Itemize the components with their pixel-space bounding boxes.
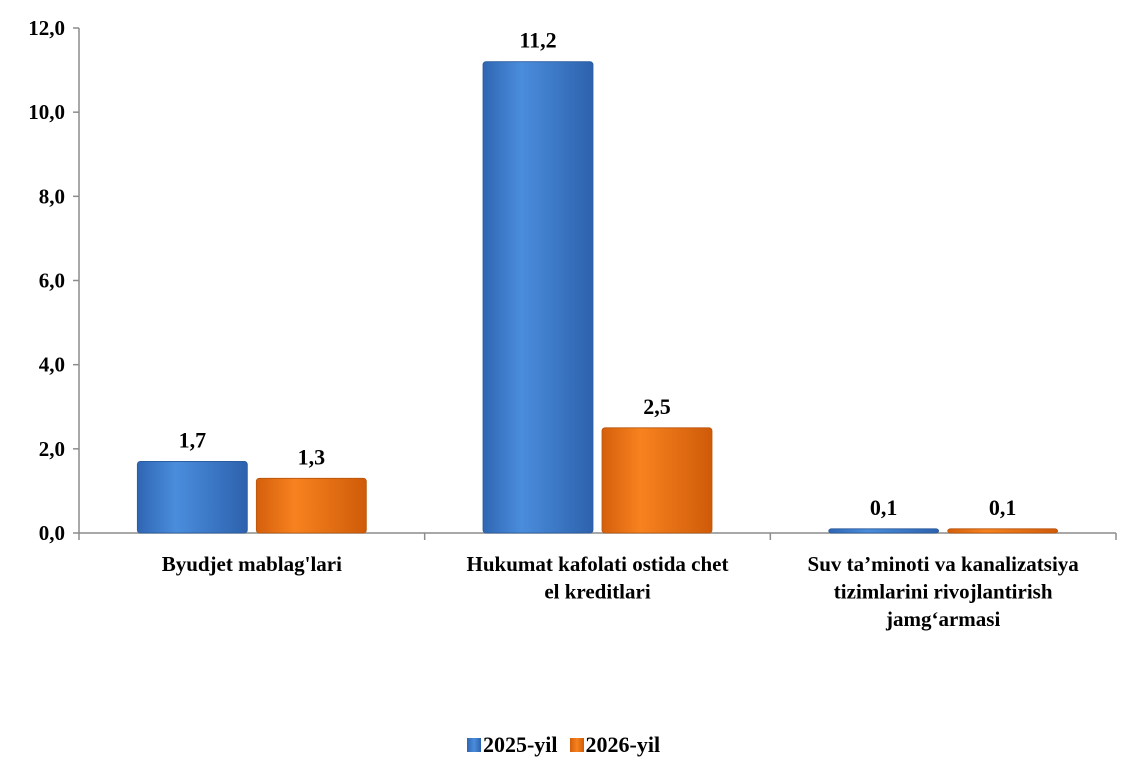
y-tick-label: 4,0	[39, 353, 65, 377]
legend-swatch-2025	[466, 738, 481, 752]
data-label: 0,1	[870, 495, 898, 520]
legend-item-2025: 2025-yil	[466, 732, 558, 758]
bar-2025-yil-3	[828, 528, 940, 534]
legend-label-2026: 2026-yil	[585, 732, 661, 757]
bars	[136, 61, 1059, 534]
data-label: 1,3	[298, 444, 326, 469]
y-tick-label: 12,0	[28, 16, 65, 40]
legend-swatch-2026	[569, 738, 584, 752]
legend-label-2025: 2025-yil	[482, 732, 558, 757]
y-tick-label: 0,0	[39, 521, 65, 545]
legend: 2025-yil 2026-yil	[0, 732, 1127, 758]
x-category-label: Byudjet mablag'lari	[162, 552, 342, 576]
y-tick-label: 6,0	[39, 269, 65, 293]
bar-2026-yil-3	[947, 528, 1059, 534]
axes: 0,0 2,0 4,0 6,0 8,0 10,0 12,0 Byudjet mablag'la…	[28, 16, 1117, 631]
bar-2026-yil-1	[255, 477, 367, 534]
x-category-label: Hukumat kafolati ostida chet el kreditlar…	[467, 552, 729, 604]
y-tick-label: 8,0	[39, 184, 65, 208]
x-category-label: Suv ta’minoti va kanalizatsiya tizimlarin…	[808, 552, 1080, 631]
data-label: 0,1	[989, 495, 1017, 520]
bar-2025-yil-2	[482, 61, 594, 534]
legend-item-2026: 2026-yil	[569, 732, 661, 758]
bar-2026-yil-2	[601, 427, 713, 534]
bar-2025-yil-1	[136, 461, 248, 534]
bar-chart: 0,0 2,0 4,0 6,0 8,0 10,0 12,0 Byudjet mablag'la…	[28, 16, 1117, 631]
data-label: 1,7	[179, 427, 207, 452]
labels: 1,7 11,2 0,1 1,3 2,5 0,1	[179, 28, 1017, 520]
y-tick-label: 2,0	[39, 437, 65, 461]
data-label: 11,2	[519, 28, 556, 53]
data-label: 2,5	[643, 394, 671, 419]
y-tick-label: 10,0	[28, 100, 65, 124]
